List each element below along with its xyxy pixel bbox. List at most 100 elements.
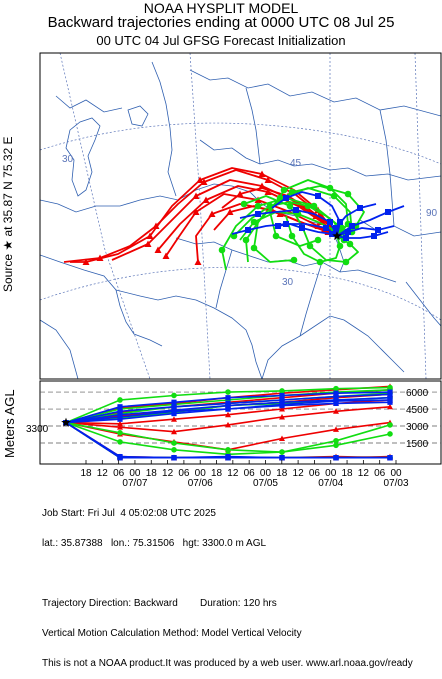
hour-tick-label: 06 (178, 468, 190, 479)
date-tick-label: 07/04 (318, 478, 343, 489)
height-point (387, 403, 393, 410)
height-point (117, 424, 123, 430)
map-point (226, 208, 234, 215)
lat-label-45: 45 (290, 158, 302, 169)
map-point (314, 236, 322, 244)
height-point (225, 447, 231, 453)
hour-tick-label: 06 (113, 468, 125, 479)
map-point (266, 202, 274, 210)
height-point (279, 403, 285, 409)
height-point (333, 400, 339, 406)
trajectory-map: 30 30 45 90 (40, 53, 441, 379)
lon-label-90: 90 (426, 208, 438, 219)
hour-tick-label: 18 (146, 468, 158, 479)
map-point (264, 188, 272, 195)
height-point (387, 431, 393, 437)
map-point (327, 219, 333, 225)
height-point (279, 406, 285, 412)
height-tick-label: 6000 (406, 388, 429, 399)
map-frame (39, 52, 442, 380)
height-axis-ticks: 6000 4500 3000 1500 (406, 388, 429, 450)
height-point (171, 404, 177, 410)
map-point (192, 192, 200, 199)
map-point (218, 246, 226, 254)
height-tick-label: 1500 (406, 439, 429, 450)
height-point (225, 406, 231, 412)
map-point (152, 222, 160, 229)
map-point (329, 231, 335, 237)
height-point (171, 447, 177, 453)
hour-tick-label: 00 (129, 468, 141, 479)
date-tick-label: 07/06 (188, 478, 213, 489)
height-point (117, 420, 123, 427)
height-point (171, 428, 177, 435)
lat-lon-grid (40, 53, 441, 379)
map-point (272, 232, 280, 240)
map-point (264, 176, 272, 183)
info-vertical-method: Vertical Motion Calculation Method: Mode… (42, 628, 302, 639)
height-point (117, 397, 123, 403)
map-point (196, 176, 204, 183)
map-point (250, 244, 258, 252)
height-point (333, 437, 339, 444)
map-point (280, 186, 288, 194)
map-point (330, 192, 338, 200)
date-tick-label: 07/03 (383, 478, 408, 489)
height-point (279, 392, 285, 399)
map-point (288, 188, 296, 196)
map-point (236, 190, 244, 197)
height-point (279, 435, 285, 441)
height-point (117, 404, 123, 410)
hour-tick-label: 06 (374, 468, 386, 479)
map-point (288, 232, 296, 240)
map-point (283, 195, 289, 201)
map-point (338, 224, 346, 232)
map-point (258, 170, 266, 177)
map-point (306, 242, 314, 250)
height-tick-label: 4500 (406, 405, 429, 416)
run-info: Job Start: Fri Jul 4 05:02:08 UTC 2025 l… (42, 489, 413, 679)
map-point (242, 236, 250, 244)
coastlines-borders (40, 61, 441, 379)
height-point (279, 413, 285, 420)
info-source-coords: lat.: 35.87388 lon.: 75.31506 hgt: 3300.… (42, 538, 267, 549)
model-title: NOAA HYSPLIT MODEL (143, 0, 299, 16)
hour-tick-label: 18 (341, 468, 353, 479)
height-point (117, 408, 123, 414)
map-point (208, 210, 216, 217)
map-point (82, 258, 90, 265)
map-point (346, 240, 354, 248)
height-point (225, 454, 231, 460)
hour-tick-label: 12 (227, 468, 239, 479)
map-point (255, 211, 261, 217)
map-point (192, 208, 200, 215)
map-trajectory-line (269, 179, 349, 247)
map-point (371, 233, 377, 239)
map-point (342, 258, 350, 266)
map-point (323, 225, 329, 231)
map-trajectory-line (245, 185, 365, 263)
map-point (290, 256, 298, 264)
map-trajectory-line (243, 195, 359, 263)
hour-tick-label: 00 (325, 468, 337, 479)
hour-tick-label: 00 (390, 468, 402, 479)
height-point (225, 411, 231, 418)
map-point (349, 223, 355, 229)
map-trajectory-line (157, 185, 338, 251)
height-point (387, 455, 393, 461)
info-direction: Trajectory Direction: Backward Duration:… (42, 598, 277, 609)
height-point (171, 408, 177, 414)
map-trajectories (63, 167, 405, 271)
info-job-start: Job Start: Fri Jul 4 05:02:08 UTC 2025 (42, 508, 216, 519)
height-point (333, 408, 339, 414)
map-point (315, 193, 321, 199)
height-point (171, 416, 177, 422)
map-point (276, 210, 284, 217)
map-point (316, 258, 324, 266)
lat-label-30-west: 30 (62, 154, 74, 165)
source-height-label: 3300 (26, 424, 49, 435)
map-point (275, 223, 281, 229)
height-point (225, 403, 231, 409)
hour-tick-label: 18 (211, 468, 223, 479)
map-point (343, 235, 349, 241)
